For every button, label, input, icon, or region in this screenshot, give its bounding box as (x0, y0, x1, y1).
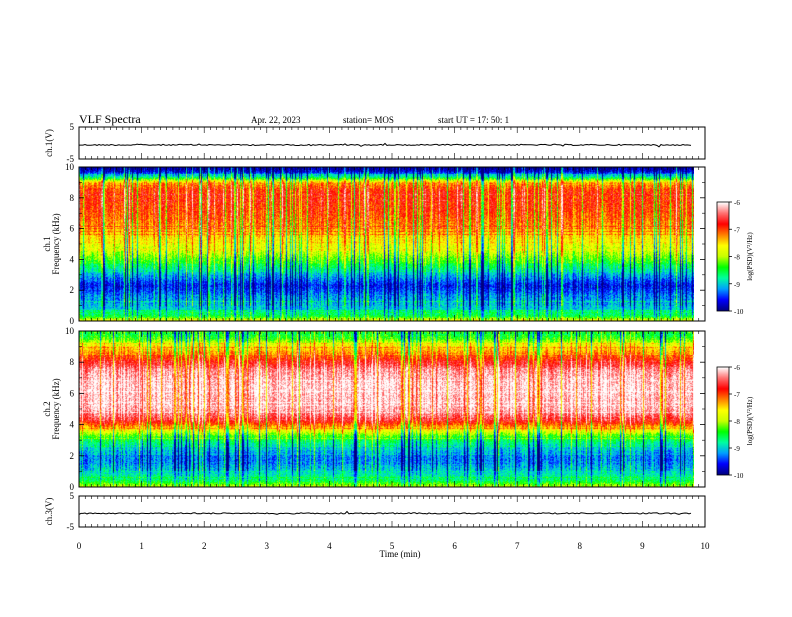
y-tick-label: 5 (70, 122, 75, 132)
x-axis-label: Time (min) (380, 549, 421, 559)
colorbar-label: log(PSD)(V²/Hz) (746, 396, 754, 445)
waveform-ch3v-line (78, 510, 692, 516)
x-tick-label: 9 (640, 541, 645, 551)
x-tick-label: 1 (139, 541, 144, 551)
y-tick-label: 4 (70, 420, 75, 430)
frequency-axis-label: Frequency (kHz) (51, 378, 61, 439)
panel-label-ch1: ch.1 (42, 236, 52, 251)
colorbar-tick-label: -8 (734, 418, 740, 426)
y-tick-label: 8 (70, 357, 75, 367)
colorbar-tick-label: -7 (734, 391, 740, 399)
y-tick-label: 2 (70, 285, 75, 295)
panel-label-ch3v: ch.3(V) (44, 498, 54, 526)
colorbar-tick-label: -9 (734, 281, 740, 289)
colorbar-tick-label: -10 (734, 472, 744, 480)
colorbar-tick-label: -7 (734, 226, 740, 234)
panel-label-ch1v: ch.1(V) (44, 129, 54, 157)
x-tick-label: 3 (265, 541, 270, 551)
y-tick-label: -5 (67, 522, 75, 532)
waveform-ch1v-line (78, 142, 692, 148)
colorbar-tick-label: -9 (734, 445, 740, 453)
y-tick-label: 10 (65, 326, 75, 336)
frequency-axis-label: Frequency (kHz) (51, 213, 61, 274)
y-tick-label: 5 (70, 491, 75, 501)
colorbar-tick-label: -10 (734, 308, 744, 316)
colorbar-label: log(PSD)(V²/Hz) (746, 232, 754, 281)
x-tick-label: 2 (202, 541, 207, 551)
spectrogram-ch2-image (79, 331, 694, 487)
x-tick-label: 0 (77, 541, 82, 551)
station-label: station= MOS (343, 115, 394, 125)
date-label: Apr. 22, 2023 (251, 115, 301, 125)
colorbar-tick-label: -6 (734, 364, 740, 372)
y-tick-label: 6 (70, 224, 75, 234)
spectrogram-ch1-image (79, 167, 694, 321)
start-time-label: start UT = 17: 50: 1 (438, 115, 509, 125)
y-tick-label: 0 (70, 316, 75, 326)
panel-label-ch2: ch.2 (42, 401, 52, 416)
colorbar-tick-label: -6 (734, 199, 740, 207)
x-tick-label: 8 (578, 541, 583, 551)
x-tick-label: 4 (327, 541, 332, 551)
y-tick-label: 2 (70, 451, 75, 461)
chart-title: VLF Spectra (79, 112, 141, 126)
colorbar-image (717, 367, 729, 475)
y-tick-label: -5 (67, 154, 75, 164)
x-tick-label: 5 (390, 541, 395, 551)
y-tick-label: 6 (70, 388, 75, 398)
colorbar-image (717, 202, 729, 311)
x-tick-label: 10 (701, 541, 711, 551)
y-tick-label: 8 (70, 193, 75, 203)
colorbar-tick-label: -8 (734, 254, 740, 262)
x-tick-label: 7 (515, 541, 520, 551)
x-tick-label: 6 (452, 541, 457, 551)
y-tick-label: 0 (70, 482, 75, 492)
y-tick-label: 10 (65, 162, 75, 172)
y-tick-label: 4 (70, 254, 75, 264)
